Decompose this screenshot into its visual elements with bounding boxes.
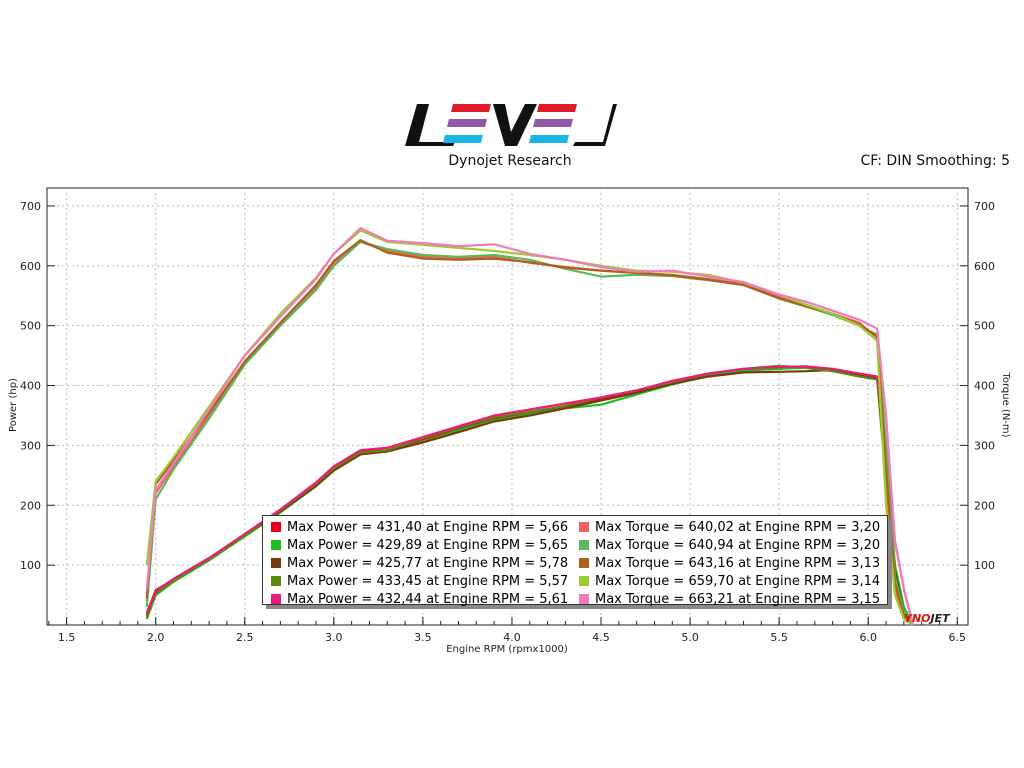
legend: Max Power = 431,40 at Engine RPM = 5,66 M… <box>262 515 888 608</box>
legend-label: Max Power = 432,44 at Engine RPM = 5,61 <box>287 591 569 607</box>
y-tick-label-left: 100 <box>20 559 41 572</box>
y-tick-label-left: 300 <box>20 439 41 452</box>
x-tick-label: 5.5 <box>770 631 788 644</box>
torque-curve-3 <box>145 239 914 626</box>
x-tick-label: 5.0 <box>681 631 699 644</box>
legend-item: Max Torque = 643,16 at Engine RPM = 3,13 <box>579 554 887 572</box>
legend-label: Max Torque = 640,02 at Engine RPM = 3,20 <box>595 519 881 535</box>
y-tick-label-left: 500 <box>20 320 41 333</box>
legend-label: Max Torque = 659,70 at Engine RPM = 3,14 <box>595 573 881 589</box>
correction-info: CF: DIN Smoothing: 5 <box>860 153 1010 169</box>
y-tick-label-right: 700 <box>974 200 995 213</box>
y-tick-label-left: 200 <box>20 499 41 512</box>
brand-name: Dynojet Research <box>448 153 572 169</box>
legend-label: Max Power = 433,45 at Engine RPM = 5,57 <box>287 573 569 589</box>
legend-label: Max Torque = 663,21 at Engine RPM = 3,15 <box>595 591 881 607</box>
legend-swatch <box>579 522 589 532</box>
y-tick-label-left: 400 <box>20 380 41 393</box>
legend-item: Max Torque = 663,21 at Engine RPM = 3,15 <box>579 590 887 608</box>
level-logo <box>405 104 617 146</box>
x-tick-label: 6.0 <box>859 631 877 644</box>
legend-item: Max Power = 429,89 at Engine RPM = 5,65 <box>271 536 579 554</box>
legend-swatch <box>271 594 281 604</box>
legend-item: Max Power = 431,40 at Engine RPM = 5,66 <box>271 518 579 536</box>
y-tick-label-right: 200 <box>974 499 995 512</box>
legend-label: Max Torque = 640,94 at Engine RPM = 3,20 <box>595 537 881 553</box>
legend-swatch <box>579 558 589 568</box>
x-tick-label: 3.5 <box>414 631 432 644</box>
legend-item: Max Torque = 659,70 at Engine RPM = 3,14 <box>579 572 887 590</box>
legend-label: Max Torque = 643,16 at Engine RPM = 3,13 <box>595 555 881 571</box>
legend-swatch <box>579 576 589 586</box>
y-tick-label-right: 100 <box>974 559 995 572</box>
y-axis-label-right: Torque (N-m) <box>1000 371 1011 437</box>
y-tick-label-right: 300 <box>974 439 995 452</box>
legend-swatch <box>271 576 281 586</box>
x-tick-label: 1.5 <box>58 631 76 644</box>
x-axis-label: Engine RPM (rpmx1000) <box>446 644 568 655</box>
legend-swatch <box>271 540 281 550</box>
x-tick-label: 2.5 <box>236 631 254 644</box>
dynojet-watermark: YNOJET <box>904 612 950 625</box>
legend-item: Max Torque = 640,94 at Engine RPM = 3,20 <box>579 536 887 554</box>
legend-swatch <box>271 558 281 568</box>
y-tick-label-left: 600 <box>20 260 41 273</box>
x-tick-label: 2.0 <box>147 631 165 644</box>
y-tick-label-left: 700 <box>20 200 41 213</box>
legend-item: Max Power = 432,44 at Engine RPM = 5,61 <box>271 590 579 608</box>
legend-label: Max Power = 425,77 at Engine RPM = 5,78 <box>287 555 569 571</box>
legend-item: Max Power = 425,77 at Engine RPM = 5,78 <box>271 554 579 572</box>
x-tick-label: 3.0 <box>325 631 343 644</box>
y-axis-label-left: Power (hp) <box>8 378 19 432</box>
legend-swatch <box>579 594 589 604</box>
legend-item: Max Power = 433,45 at Engine RPM = 5,57 <box>271 572 579 590</box>
x-tick-label: 6.5 <box>949 631 967 644</box>
legend-item: Max Torque = 640,02 at Engine RPM = 3,20 <box>579 518 887 536</box>
legend-label: Max Power = 429,89 at Engine RPM = 5,65 <box>287 537 569 553</box>
x-tick-label: 4.0 <box>503 631 521 644</box>
x-tick-label: 4.5 <box>592 631 610 644</box>
legend-label: Max Power = 431,40 at Engine RPM = 5,66 <box>287 519 569 535</box>
torque-curve-5 <box>145 227 914 626</box>
y-tick-label-right: 500 <box>974 320 995 333</box>
legend-swatch <box>579 540 589 550</box>
y-tick-label-right: 600 <box>974 260 995 273</box>
y-tick-label-right: 400 <box>974 380 995 393</box>
legend-swatch <box>271 522 281 532</box>
